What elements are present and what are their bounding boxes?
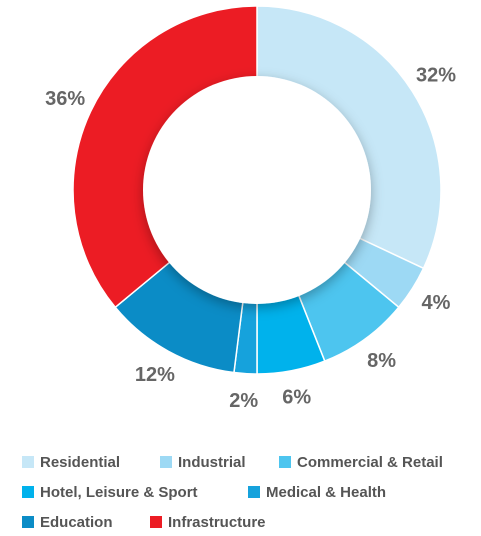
legend-label: Commercial & Retail [297, 454, 443, 471]
legend-swatch [160, 456, 172, 468]
legend-label: Industrial [178, 454, 246, 471]
value-label: 32% [416, 65, 456, 87]
donut-hole [143, 76, 371, 304]
legend-swatch [22, 486, 34, 498]
value-label: 12% [135, 364, 175, 386]
legend-label: Infrastructure [168, 514, 266, 531]
legend-label: Residential [40, 454, 120, 471]
value-label: 2% [229, 390, 258, 412]
legend-label: Hotel, Leisure & Sport [40, 484, 198, 501]
value-label: 6% [282, 387, 311, 409]
legend-label: Medical & Health [266, 484, 386, 501]
value-label: 4% [422, 292, 451, 314]
legend-swatch [150, 516, 162, 528]
legend-label: Education [40, 514, 113, 531]
legend-swatch [248, 486, 260, 498]
legend-swatch [279, 456, 291, 468]
legend-swatch [22, 516, 34, 528]
value-label: 8% [367, 350, 396, 372]
legend-swatch [22, 456, 34, 468]
value-label: 36% [45, 88, 85, 110]
